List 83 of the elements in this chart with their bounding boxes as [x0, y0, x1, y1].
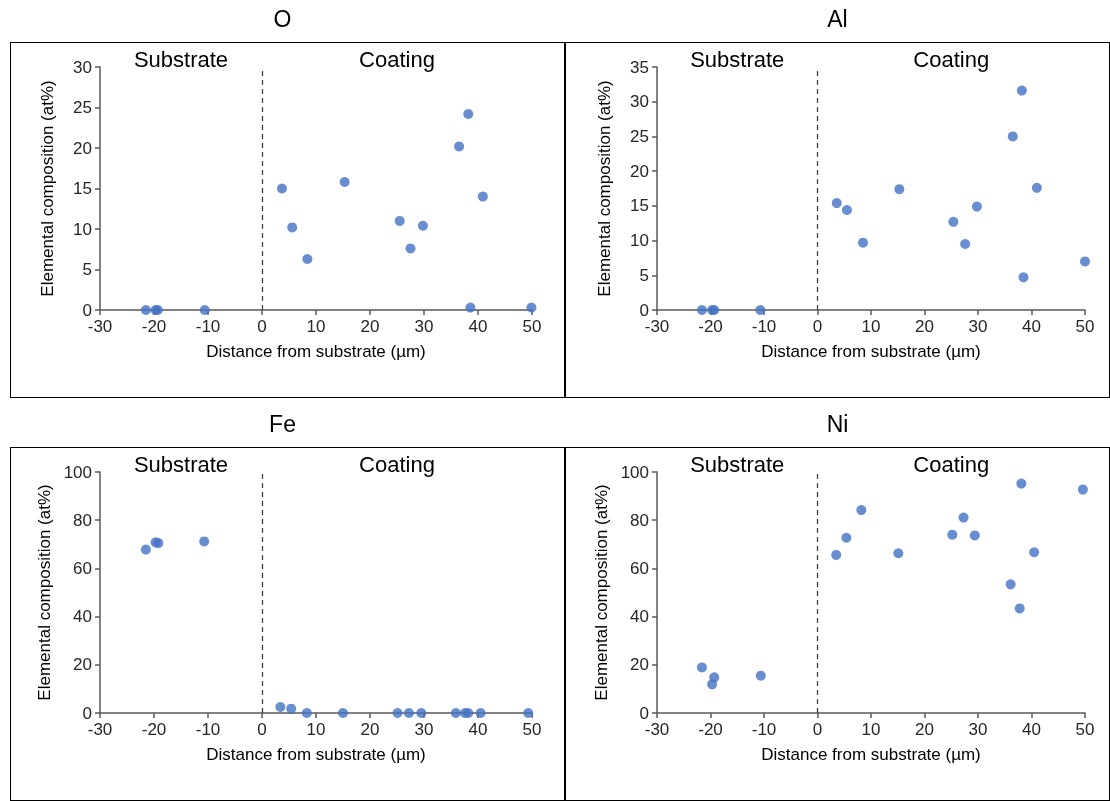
x-tick-label: 30: [414, 317, 434, 336]
y-tick-label: 0: [82, 300, 92, 320]
chart-title: Ni: [826, 410, 849, 437]
chart-title: O: [273, 5, 292, 32]
x-tick-label: -10: [751, 317, 777, 336]
x-tick-label: 50: [522, 720, 542, 739]
y-tick-label: 100: [63, 462, 92, 482]
y-tick-label: 5: [639, 265, 649, 285]
x-axis-title: Distance from substrate (µm): [761, 342, 981, 361]
y-tick-label: 15: [73, 179, 92, 198]
y-axis-title: Elemental composition (at%): [38, 80, 57, 297]
y-tick-label: 5: [82, 260, 92, 279]
y-axis-title: Elemental composition (at%): [34, 484, 54, 701]
x-tick-label: -10: [195, 720, 221, 739]
y-tick-label: 0: [82, 703, 92, 723]
annotation: Substrate: [133, 451, 229, 477]
y-tick-label: 20: [630, 161, 649, 181]
y-tick-label: 15: [630, 196, 649, 216]
y-axis-title: Elemental composition (at%): [595, 80, 614, 297]
x-tick-label: 50: [1075, 720, 1095, 739]
x-tick-label: -20: [141, 317, 167, 336]
x-tick-label: 0: [812, 317, 823, 336]
x-tick-label: -30: [87, 720, 113, 739]
x-tick-label: 10: [306, 317, 326, 336]
x-axis-title: Distance from substrate (µm): [206, 342, 426, 361]
x-tick-label: -30: [644, 317, 670, 336]
annotation: Coating: [359, 451, 435, 477]
y-tick-label: 35: [630, 57, 649, 77]
y-tick-label: 80: [73, 510, 92, 530]
y-tick-label: 25: [73, 98, 92, 117]
x-axis-title: Distance from substrate (µm): [206, 745, 426, 764]
annotation: Coating: [359, 46, 435, 72]
x-tick-label: 40: [468, 720, 488, 739]
x-tick-label: 10: [306, 720, 326, 739]
y-tick-label: 0: [639, 703, 649, 723]
annotation: Substrate: [690, 451, 785, 477]
x-tick-label: 10: [861, 720, 881, 739]
x-tick-label: -10: [751, 720, 777, 739]
annotation: Substrate: [133, 46, 229, 72]
y-tick-label: 25: [630, 126, 649, 146]
x-tick-label: 30: [968, 720, 988, 739]
y-tick-label: 40: [630, 607, 649, 627]
y-tick-label: 20: [630, 655, 649, 675]
x-axis-title: Distance from substrate (µm): [761, 745, 981, 764]
x-tick-label: -20: [141, 720, 167, 739]
y-tick-label: 60: [73, 558, 92, 578]
x-tick-label: 40: [468, 317, 488, 336]
y-tick-label: 40: [73, 607, 92, 627]
x-tick-label: 0: [257, 720, 267, 739]
x-tick-label: 0: [812, 720, 823, 739]
x-tick-label: 50: [522, 317, 542, 336]
x-tick-label: -20: [698, 720, 723, 739]
y-tick-label: 60: [630, 558, 649, 578]
annotation: Coating: [913, 46, 990, 72]
y-tick-label: 10: [630, 231, 649, 251]
y-tick-label: 100: [620, 462, 649, 482]
x-tick-label: 40: [1022, 720, 1041, 739]
x-tick-label: 20: [915, 317, 934, 336]
y-tick-label: 30: [73, 57, 92, 77]
x-tick-label: 40: [1022, 317, 1041, 336]
y-tick-label: 0: [639, 300, 649, 320]
y-tick-label: 20: [73, 138, 92, 158]
annotation: Coating: [913, 451, 990, 477]
x-tick-label: 20: [360, 720, 380, 739]
x-tick-label: 30: [414, 720, 434, 739]
x-tick-label: 10: [861, 317, 881, 336]
y-tick-label: 10: [73, 219, 92, 239]
chart-title: Al: [827, 5, 848, 32]
x-tick-label: 30: [968, 317, 988, 336]
x-tick-label: 20: [360, 317, 380, 336]
x-tick-label: 20: [915, 720, 934, 739]
x-tick-label: -10: [195, 317, 221, 336]
chart-title: Fe: [269, 410, 296, 437]
x-tick-label: -20: [698, 317, 723, 336]
x-tick-label: -30: [87, 317, 113, 336]
y-tick-label: 20: [73, 655, 92, 675]
y-tick-label: 30: [630, 92, 649, 112]
x-tick-label: -30: [644, 720, 670, 739]
y-axis-title: Elemental composition (at%): [591, 484, 611, 701]
x-tick-label: 0: [257, 317, 267, 336]
annotation: Substrate: [690, 46, 785, 72]
y-tick-label: 80: [630, 510, 649, 530]
x-tick-label: 50: [1075, 317, 1095, 336]
